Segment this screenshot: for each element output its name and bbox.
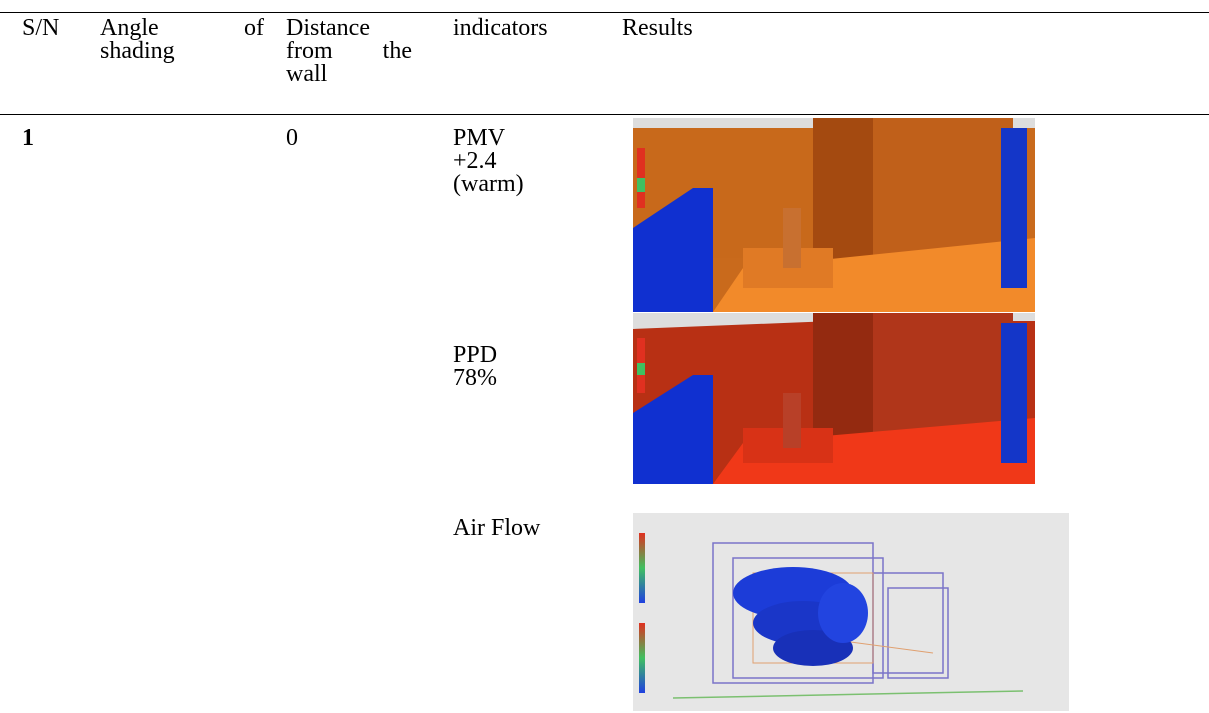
header-rule <box>0 114 1209 115</box>
document-page: S/N Angle of shading Distance from the w… <box>0 0 1209 713</box>
header-cell: Distance from the wall <box>286 17 412 86</box>
indicator-value: +2.4 <box>453 150 497 173</box>
indicator-name: PPD <box>453 344 497 367</box>
distance-cell: 0 <box>286 127 298 150</box>
header-cell: Angle of shading <box>100 17 264 63</box>
indicator-name: PMV <box>453 127 505 150</box>
indicator-note: (warm) <box>453 173 524 196</box>
pmv-image <box>633 118 1035 312</box>
header-cell: S/N <box>22 17 59 40</box>
header-cell: indicators <box>453 17 548 40</box>
ppd-image <box>633 313 1035 484</box>
airflow-image <box>633 513 1069 711</box>
top-rule <box>0 12 1209 13</box>
indicator-name: Air Flow <box>453 517 540 540</box>
header-cell: Results <box>622 17 693 40</box>
row-number: 1 <box>22 127 34 150</box>
indicator-value: 78% <box>453 367 497 390</box>
